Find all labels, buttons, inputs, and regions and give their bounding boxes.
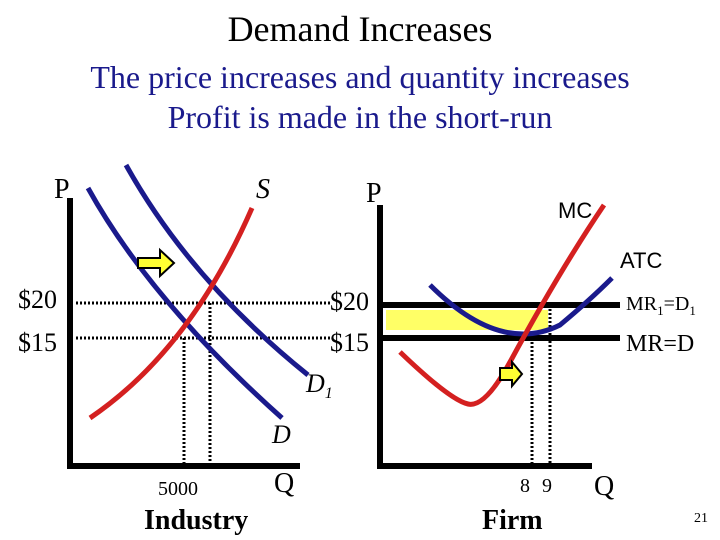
industry-panel-label: Industry (144, 505, 248, 536)
firm-price-low-label: $15 (330, 328, 369, 357)
industry-price-low-label: $15 (18, 328, 57, 357)
firm-axes (377, 205, 592, 469)
atc-curve (428, 276, 614, 337)
supply-curve (88, 206, 255, 421)
industry-quantity-axis-label: Q (274, 468, 294, 499)
firm-price-high-label: $20 (330, 287, 369, 316)
demand-shifted-curve (123, 163, 310, 377)
industry-price-axis-label: P (54, 174, 70, 205)
demand-label: D (271, 420, 291, 449)
slide-number: 21 (694, 511, 708, 526)
firm-quantity-high-label: 9 (542, 475, 552, 497)
industry-price-high-label: $20 (18, 285, 57, 314)
demand-curve (85, 186, 284, 420)
mr-label: MR=D (626, 331, 694, 357)
atc-label: ATC (620, 248, 662, 273)
firm-shift-arrow-icon (499, 359, 524, 389)
subtitle-line-2: Profit is made in the short-run (167, 99, 553, 135)
profit-area (386, 310, 548, 330)
industry-panel: P S $20 $15 D1 D 5000 Q Industry (18, 163, 333, 536)
firm-panel: P MC ATC $20 $15 MR1=D1 MR=D 8 9 Q Firm (330, 178, 696, 536)
demand-shift-arrow-icon (137, 247, 176, 279)
industry-axes (67, 198, 300, 469)
subtitle-line-1: The price increases and quantity increas… (90, 59, 630, 95)
firm-panel-label: Firm (482, 505, 543, 536)
firm-quantity-low-label: 8 (520, 475, 530, 497)
slide-title: Demand Increases (227, 9, 493, 49)
firm-price-axis-label: P (366, 178, 382, 209)
supply-label: S (256, 174, 270, 205)
demand-shifted-label: D1 (305, 369, 333, 402)
mc-label: MC (558, 198, 592, 223)
industry-quantity-label: 5000 (158, 478, 198, 500)
mc-curve (398, 203, 607, 407)
mr1-label: MR1=D1 (626, 293, 696, 318)
firm-quantity-axis-label: Q (594, 471, 614, 502)
